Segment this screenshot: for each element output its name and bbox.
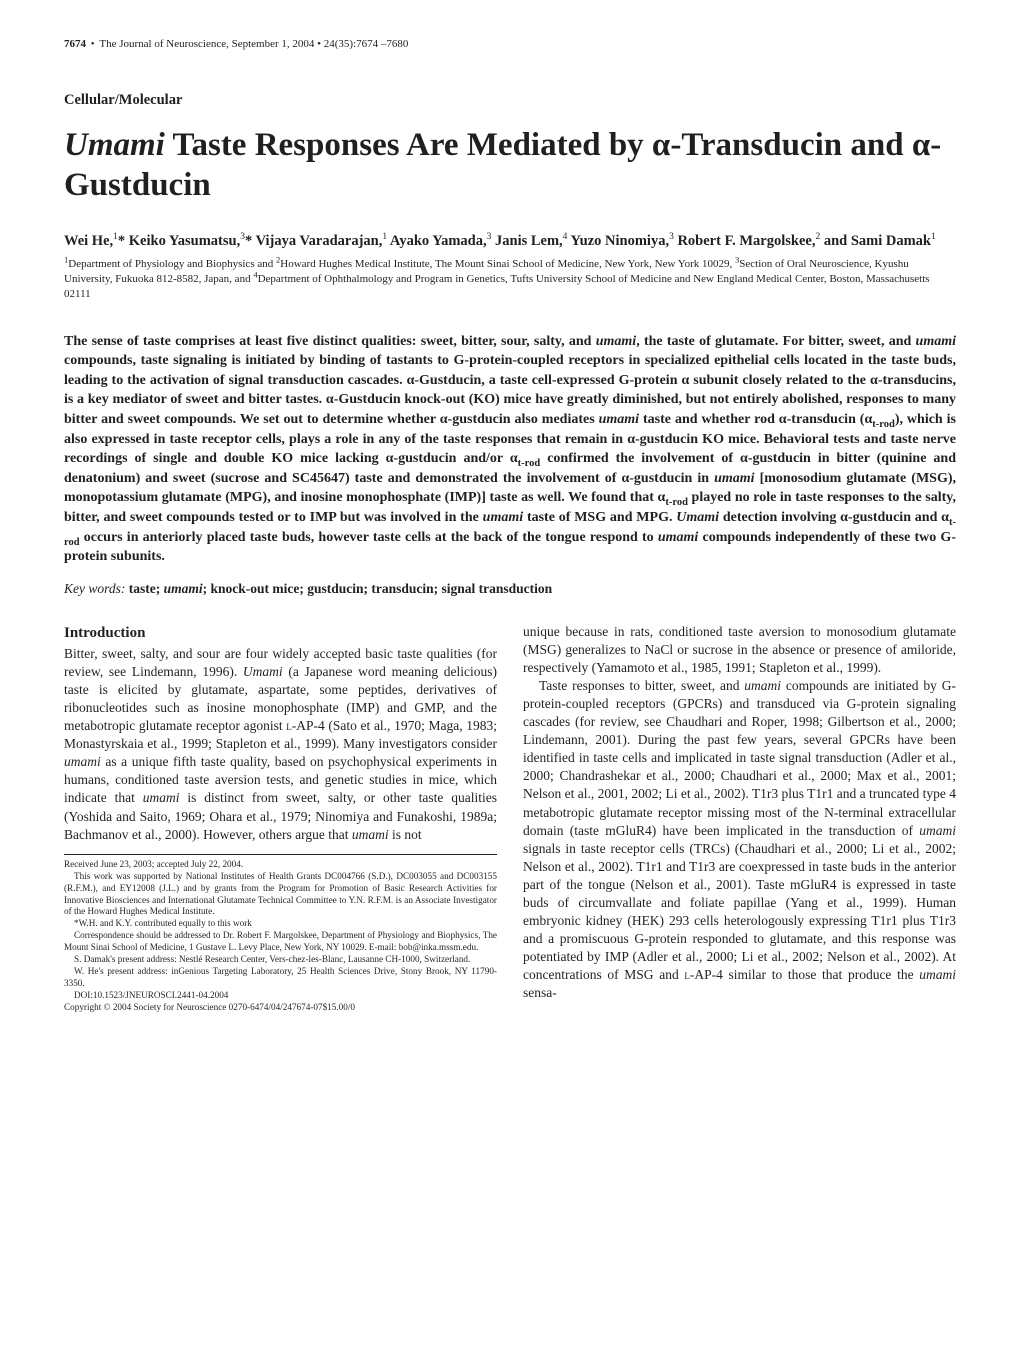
- footnote-received: Received June 23, 2003; accepted July 22…: [64, 859, 497, 871]
- title-italic-prefix: Umami: [64, 127, 165, 163]
- footnote-copyright: Copyright © 2004 Society for Neuroscienc…: [64, 1002, 497, 1014]
- intro-paragraph-1-continued: unique because in rats, conditioned tast…: [523, 623, 956, 677]
- footnote-doi: DOI:10.1523/JNEUROSCI.2441-04.2004: [64, 990, 497, 1002]
- keywords-label: Key words:: [64, 581, 125, 596]
- issue-pages: • 24(35):7674 –7680: [314, 38, 408, 50]
- keywords: Key words: taste; umami; knock-out mice;…: [64, 581, 956, 597]
- affiliations: 1Department of Physiology and Biophysics…: [64, 257, 956, 302]
- footnote-equal-contribution: *W.H. and K.Y. contributed equally to th…: [64, 918, 497, 930]
- footnote-he-address: W. He's present address: inGenious Targe…: [64, 966, 497, 990]
- page-number: 7674: [64, 38, 86, 50]
- footnote-correspondence: Correspondence should be addressed to Dr…: [64, 930, 497, 954]
- separator-dot: •: [86, 38, 99, 50]
- section-label: Cellular/Molecular: [64, 92, 956, 109]
- footnotes-block: Received June 23, 2003; accepted July 22…: [64, 854, 497, 1014]
- title-rest: Taste Responses Are Mediated by α-Transd…: [64, 127, 941, 203]
- intro-paragraph-1: Bitter, sweet, salty, and sour are four …: [64, 645, 497, 844]
- intro-paragraph-2: Taste responses to bitter, sweet, and um…: [523, 677, 956, 1002]
- abstract: The sense of taste comprises at least fi…: [64, 332, 956, 567]
- footnote-damak-address: S. Damak's present address: Nestlé Resea…: [64, 954, 497, 966]
- article-title: Umami Taste Responses Are Mediated by α-…: [64, 125, 956, 206]
- keywords-content: taste; umami; knock-out mice; gustducin;…: [125, 581, 552, 596]
- left-column: Introduction Bitter, sweet, salty, and s…: [64, 623, 497, 1014]
- introduction-heading: Introduction: [64, 623, 497, 643]
- footnote-funding: This work was supported by National Inst…: [64, 871, 497, 919]
- journal-name-date: The Journal of Neuroscience, September 1…: [99, 38, 314, 50]
- body-columns: Introduction Bitter, sweet, salty, and s…: [64, 623, 956, 1014]
- running-head: 7674 • The Journal of Neuroscience, Sept…: [64, 38, 956, 50]
- right-column: unique because in rats, conditioned tast…: [523, 623, 956, 1014]
- author-list: Wei He,1* Keiko Yasumatsu,3* Vijaya Vara…: [64, 232, 956, 252]
